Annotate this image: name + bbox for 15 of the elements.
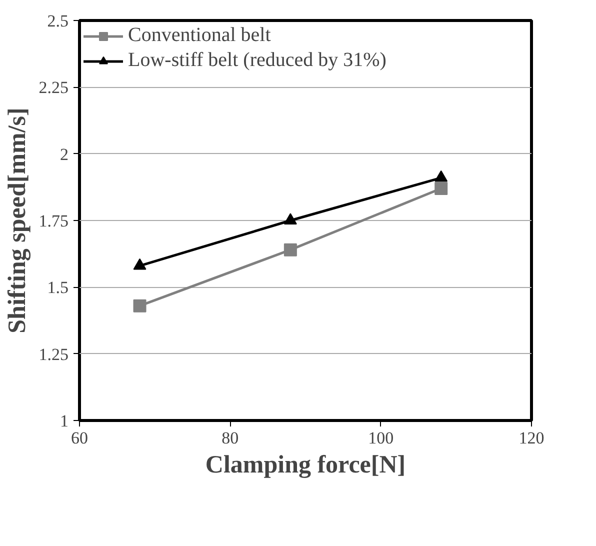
legend-label: Conventional belt [128, 24, 271, 47]
x-axis-title: Clamping force[N] [205, 452, 406, 478]
y-tick-label: 2 [60, 144, 68, 164]
y-tick-label: 1.25 [38, 344, 68, 364]
y-tick-label: 2.25 [38, 78, 68, 98]
x-tick-label: 120 [518, 428, 544, 448]
y-axis-title: Shifting speed[mm/s] [4, 108, 31, 334]
x-tick-label: 100 [368, 428, 394, 448]
x-tick-label: 80 [222, 428, 239, 448]
y-tick-label: 1 [60, 412, 68, 430]
y-tick-label: 2.5 [47, 12, 68, 30]
y-tick-label: 1.5 [47, 278, 68, 298]
x-tick-label: 60 [71, 428, 88, 448]
legend-label: Low-stiff belt (reduced by 31%) [128, 49, 386, 72]
y-tick-label: 1.75 [38, 212, 68, 230]
